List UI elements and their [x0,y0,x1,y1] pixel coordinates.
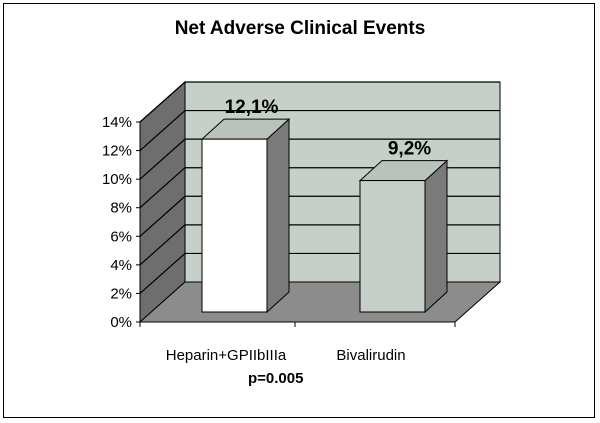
data-labels: 12,1% 9,2% [225,97,432,159]
p-value-annotation: p=0.005 [248,370,304,387]
category-label: Heparin+GPIIbIIIa [166,347,287,364]
y-tick-label: 2% [110,285,132,302]
y-tick-label: 0% [110,314,132,331]
bars [200,118,449,314]
y-tick-label: 14% [102,114,132,131]
gridline [139,81,500,123]
category-labels: Heparin+GPIIbIIIa Bivalirudin [166,347,406,364]
y-tick-label: 12% [102,143,132,160]
y-tick-label: 8% [110,200,132,217]
y-tick-label: 4% [110,257,132,274]
bar-side [424,159,448,314]
y-tick-label: 10% [102,171,132,188]
y-tick-label: 6% [110,228,132,245]
gridline [139,138,500,180]
bar-front [359,180,426,313]
y-tick-labels: 0% 2% 4% 6% 8% 10% 12% 14% [102,114,456,331]
gridline [139,109,500,152]
category-label: Bivalirudin [336,347,405,364]
bar-side [266,118,290,314]
data-label: 12,1% [225,97,279,118]
bar-front [201,138,268,313]
data-label: 9,2% [388,139,431,160]
chart-title: Net Adverse Clinical Events [174,18,426,39]
bar [358,159,449,314]
bar [200,118,291,314]
